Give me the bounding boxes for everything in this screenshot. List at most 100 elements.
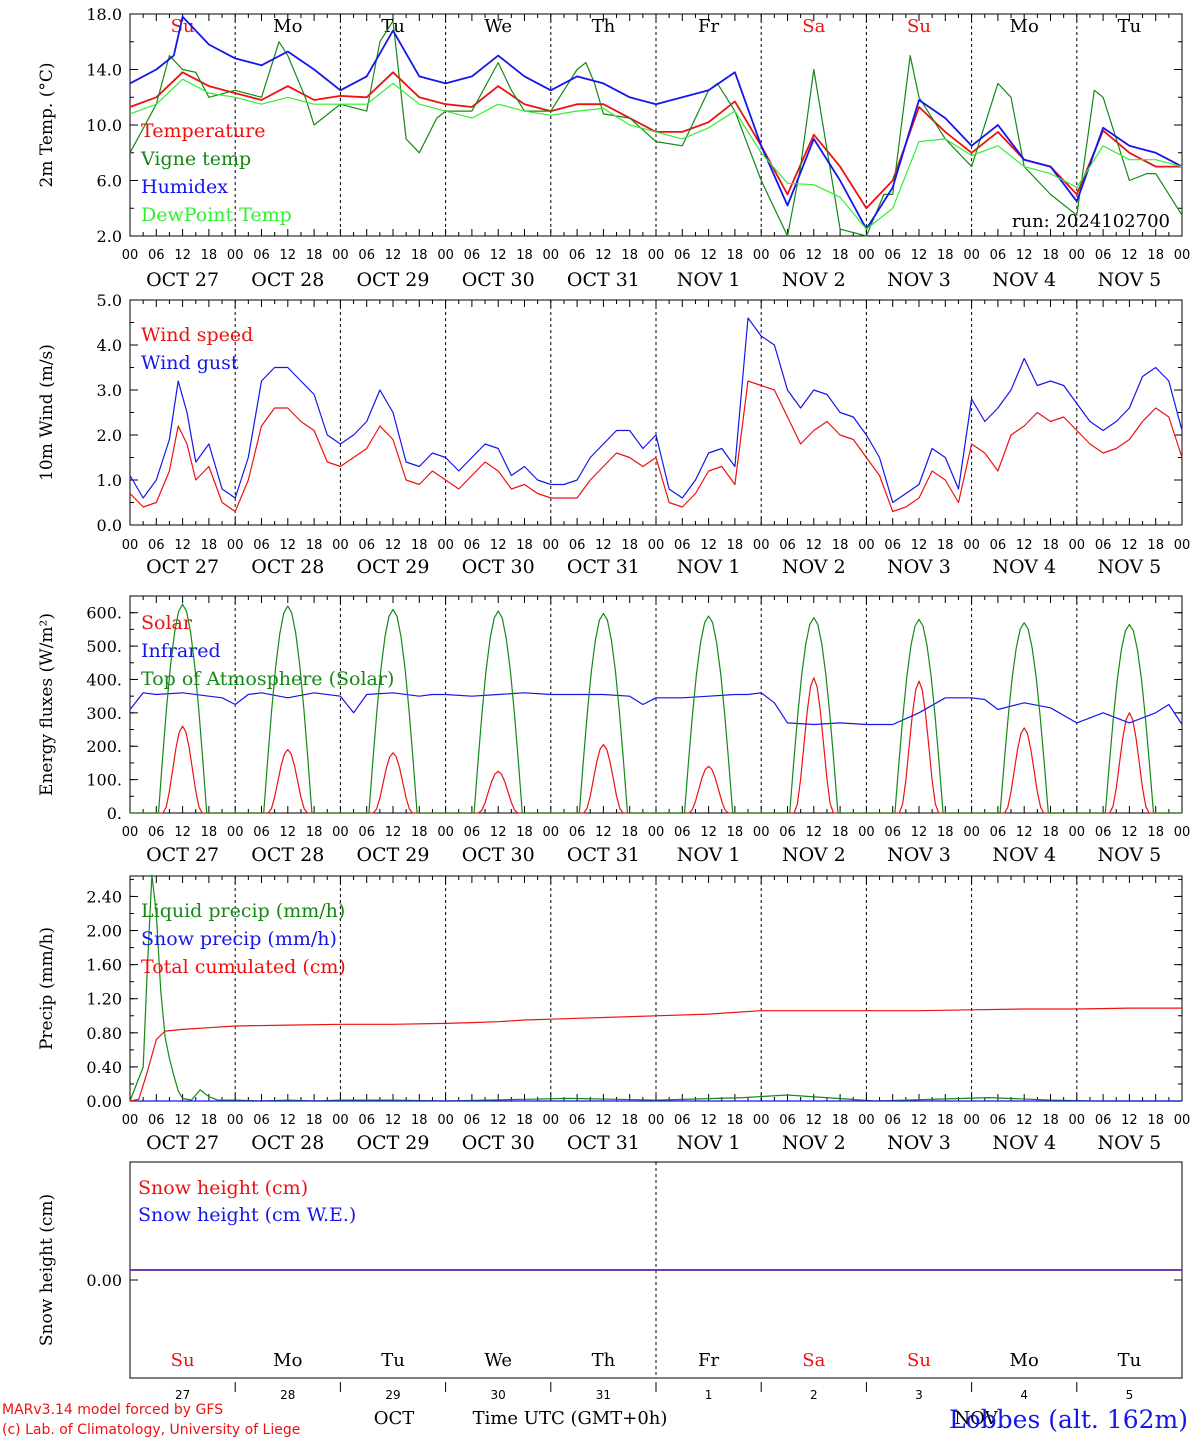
weekday-label: Su [171, 1350, 195, 1371]
date-label: NOV 5 [1098, 269, 1162, 291]
y-axis-title: 2m Temp. (°C) [37, 62, 57, 187]
hour-label: 00 [332, 1113, 349, 1128]
hour-label: 00 [858, 825, 875, 840]
hour-label: 18 [832, 825, 849, 840]
y-tick-label: 18.0 [86, 5, 122, 24]
date-label: NOV 5 [1098, 556, 1162, 578]
date-label: NOV 4 [992, 1132, 1056, 1154]
hour-label: 12 [1121, 825, 1138, 840]
hour-label: 00 [122, 825, 139, 840]
hour-label: 00 [1069, 825, 1086, 840]
date-label: NOV 2 [782, 844, 846, 866]
legend-entry: Wind speed [141, 324, 253, 346]
series-line-total-cumulated-cm- [129, 1007, 1182, 1102]
hour-label: 06 [253, 248, 270, 263]
model-credit: MARv3.14 model forced by GFS [2, 1402, 223, 1418]
legend-entry: Solar [141, 612, 193, 634]
weekday-label: Sa [802, 16, 825, 37]
hour-label: 12 [806, 1113, 823, 1128]
legend-entry: Snow height (cm W.E.) [138, 1204, 356, 1226]
date-label: NOV 1 [677, 1132, 741, 1154]
date-label: NOV 1 [677, 269, 741, 291]
day-number-label: 2 [810, 1388, 818, 1402]
date-label: NOV 2 [782, 269, 846, 291]
series-line-humidex [129, 15, 1183, 230]
y-axis-title: Snow height (cm) [37, 1194, 57, 1346]
hour-label: 00 [227, 1113, 244, 1128]
hour-label: 18 [621, 538, 638, 553]
weekday-label: Th [592, 1350, 616, 1371]
hour-label: 18 [201, 248, 218, 263]
date-label: NOV 4 [992, 269, 1056, 291]
hour-label: 00 [1069, 248, 1086, 263]
date-label: OCT 29 [356, 269, 429, 291]
date-label: OCT 27 [146, 1132, 219, 1154]
hour-label: 00 [437, 1113, 454, 1128]
hour-label: 06 [990, 248, 1007, 263]
hour-label: 18 [516, 248, 533, 263]
date-label: OCT 31 [567, 1132, 640, 1154]
x-axis-title: Time UTC (GMT+0h) [473, 1408, 668, 1429]
day-number-label: 4 [1020, 1388, 1028, 1402]
y-tick-label: 5.0 [97, 291, 122, 310]
hour-label: 12 [595, 538, 612, 553]
hour-label: 18 [306, 248, 323, 263]
date-label: NOV 3 [887, 844, 951, 866]
hour-label: 12 [174, 825, 191, 840]
hour-label: 06 [779, 248, 796, 263]
hour-label: 18 [832, 1113, 849, 1128]
y-tick-label: 1.0 [97, 471, 122, 490]
panel-5: 0.00 Snow height (cm) Su Mo Tu We Th Fr Sa Su Mo Tu… [37, 1161, 1183, 1402]
hour-label: 12 [280, 538, 297, 553]
y-tick-label: 100. [86, 771, 122, 790]
date-label: OCT 28 [251, 844, 324, 866]
hour-label: 06 [253, 825, 270, 840]
date-label: OCT 29 [356, 1132, 429, 1154]
weekday-label: Tu [1118, 16, 1142, 37]
hour-label: 06 [990, 1113, 1007, 1128]
weekday-label: We [484, 1350, 512, 1371]
day-number-label: 1 [705, 1388, 713, 1402]
hour-label: 06 [464, 1113, 481, 1128]
hour-label: 06 [148, 825, 165, 840]
hour-label: 18 [516, 1113, 533, 1128]
weekday-label: Tu [381, 16, 405, 37]
hour-label: 06 [253, 538, 270, 553]
hour-label: 18 [621, 248, 638, 263]
weekday-label: Mo [273, 1350, 302, 1371]
y-tick-label: 0. [107, 804, 122, 823]
y-axis-title: Precip (mm/h) [37, 927, 57, 1050]
date-label: NOV 4 [992, 556, 1056, 578]
hour-label: 06 [779, 825, 796, 840]
hour-label: 06 [569, 248, 586, 263]
hour-label: 00 [963, 538, 980, 553]
legend-entry: Snow precip (mm/h) [141, 928, 337, 950]
day-number-label: 31 [596, 1388, 611, 1402]
hour-label: 06 [1095, 538, 1112, 553]
day-number-label: 27 [175, 1388, 190, 1402]
hour-label: 00 [227, 538, 244, 553]
panel-4: 0.00 0.40 0.80 1.20 1.60 2.00 2.40 Precip (mm/h… [37, 874, 1190, 1154]
hour-label: 00 [753, 825, 770, 840]
day-number-label: 29 [385, 1388, 400, 1402]
hour-label: 00 [1174, 248, 1191, 263]
hour-label: 00 [753, 1113, 770, 1128]
hour-label: 12 [1016, 538, 1033, 553]
hour-label: 00 [858, 538, 875, 553]
date-label: NOV 3 [887, 269, 951, 291]
hour-label: 12 [385, 538, 402, 553]
hour-label: 18 [727, 1113, 744, 1128]
copyright-credit: (c) Lab. of Climatology, University of L… [2, 1422, 300, 1438]
hour-label: 18 [621, 1113, 638, 1128]
day-number-label: 28 [280, 1388, 295, 1402]
hour-label: 06 [569, 825, 586, 840]
series-line-wind-gust [129, 317, 1183, 504]
hour-label: 00 [437, 248, 454, 263]
hour-label: 06 [990, 538, 1007, 553]
hour-label: 00 [332, 538, 349, 553]
y-tick-label: 0.00 [86, 1092, 122, 1111]
date-label: OCT 30 [462, 844, 535, 866]
run-label: run: 2024102700 [1012, 211, 1170, 232]
date-label: OCT 28 [251, 269, 324, 291]
hour-label: 06 [674, 1113, 691, 1128]
